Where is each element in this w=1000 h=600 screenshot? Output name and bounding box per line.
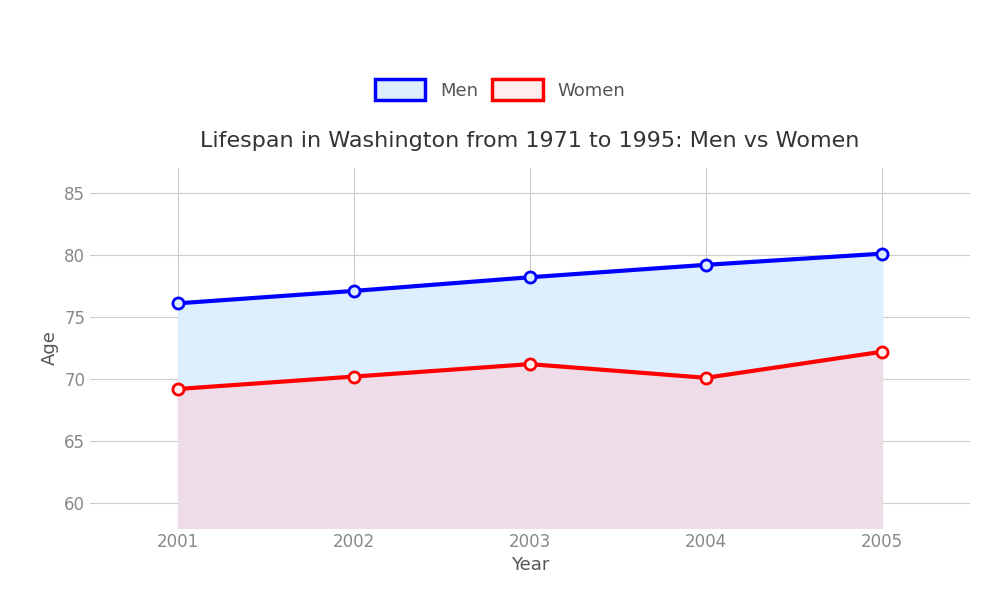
- Legend: Men, Women: Men, Women: [368, 72, 632, 107]
- Y-axis label: Age: Age: [41, 331, 59, 365]
- Title: Lifespan in Washington from 1971 to 1995: Men vs Women: Lifespan in Washington from 1971 to 1995…: [200, 131, 860, 151]
- X-axis label: Year: Year: [511, 556, 549, 574]
